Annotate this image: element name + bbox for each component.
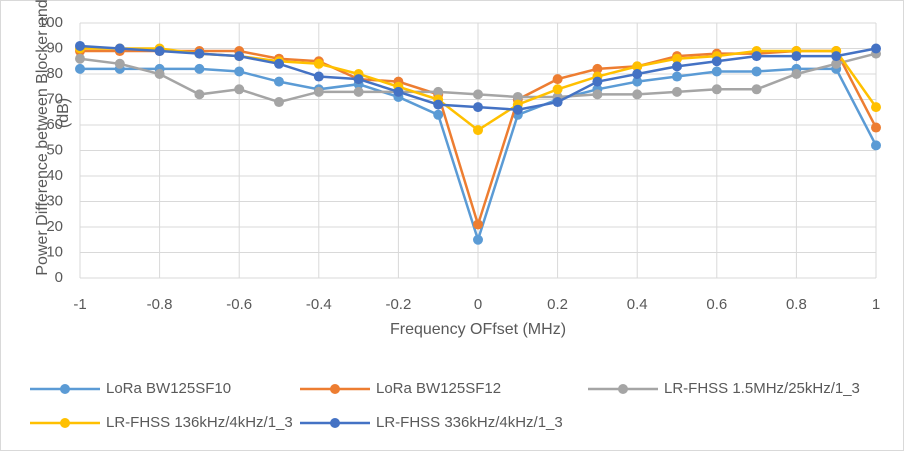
data-point (871, 140, 881, 151)
y-tick-label: 80 (46, 65, 63, 82)
data-point (353, 86, 364, 97)
data-point (353, 74, 364, 85)
x-tick-label: -1 (73, 296, 86, 313)
data-point (473, 219, 483, 230)
data-point (433, 86, 444, 97)
x-tick-label: -0.6 (226, 296, 252, 313)
data-point (473, 102, 483, 113)
legend-marker (330, 384, 340, 394)
data-point (592, 89, 603, 100)
data-point (871, 43, 881, 54)
data-point (512, 91, 523, 102)
data-point (194, 63, 205, 74)
data-point (234, 51, 245, 62)
y-tick-label: 30 (46, 192, 63, 209)
x-tick-label: 0.2 (547, 296, 568, 313)
data-point (552, 74, 563, 85)
data-point (871, 122, 881, 133)
legend-label: LR-FHSS 1.5MHz/25kHz/1_3 (664, 380, 860, 397)
y-tick-label: 10 (46, 243, 63, 260)
legend-label: LoRa BW125SF10 (106, 380, 231, 397)
legend-marker (618, 384, 628, 394)
data-point (552, 84, 563, 95)
x-axis-title: Frequency OFfset (MHz) (390, 321, 566, 338)
x-tick-label: 0.4 (627, 296, 648, 313)
data-point (75, 63, 85, 74)
legend-marker (330, 418, 340, 428)
legend-marker (60, 418, 70, 428)
data-point (512, 104, 523, 115)
data-point (313, 58, 324, 69)
data-point (552, 97, 563, 108)
data-point (473, 125, 483, 136)
data-point (393, 86, 404, 97)
y-tick-label: 100 (38, 14, 63, 31)
y-tick-label: 20 (46, 218, 63, 235)
data-point (75, 40, 85, 51)
data-point (433, 109, 444, 120)
legend-label: LR-FHSS 336kHz/4kHz/1_3 (376, 414, 563, 431)
x-tick-label: -0.4 (306, 296, 332, 313)
x-tick-label: 0 (474, 296, 482, 313)
legend-marker (60, 384, 70, 394)
x-tick-label: -0.2 (385, 296, 411, 313)
data-point (672, 71, 682, 82)
x-tick-label: -0.8 (147, 296, 173, 313)
data-point (114, 58, 125, 69)
data-point (313, 86, 324, 97)
data-point (592, 63, 603, 74)
data-point (592, 76, 603, 87)
y-tick-label: 40 (46, 167, 63, 184)
legend-label: LR-FHSS 136kHz/4kHz/1_3 (106, 414, 293, 431)
data-point (75, 53, 85, 64)
y-tick-label: 90 (46, 39, 63, 56)
data-point (831, 51, 842, 62)
x-tick-label: 1 (872, 296, 880, 313)
data-point (234, 84, 245, 95)
data-point (751, 66, 762, 77)
y-tick-label: 70 (46, 90, 63, 107)
data-point (274, 58, 284, 69)
data-point (751, 84, 762, 95)
data-point (632, 61, 643, 72)
data-point (711, 66, 722, 77)
data-point (711, 56, 722, 67)
y-tick-label: 0 (55, 269, 63, 286)
data-point (154, 69, 165, 79)
x-tick-label: 0.6 (706, 296, 727, 313)
data-point (234, 66, 245, 77)
data-point (274, 97, 284, 108)
data-point (672, 86, 682, 97)
data-point (473, 89, 483, 100)
y-tick-label: 60 (46, 116, 63, 133)
legend-label: LoRa BW125SF12 (376, 380, 501, 397)
y-axis-title: Power Difference between Blocker and Sig… (34, 0, 72, 276)
data-point (632, 69, 643, 79)
y-tick-label: 50 (46, 141, 63, 158)
data-point (632, 89, 643, 100)
data-point (632, 76, 643, 87)
data-point (672, 53, 682, 64)
data-point (473, 234, 483, 245)
data-point (672, 61, 682, 72)
data-point (154, 46, 165, 57)
data-point (711, 84, 722, 95)
data-point (871, 102, 881, 113)
data-point (313, 71, 324, 82)
data-point (114, 43, 125, 54)
data-point (194, 89, 205, 100)
data-point (791, 51, 802, 62)
data-point (791, 69, 802, 79)
data-point (274, 76, 284, 87)
data-point (433, 99, 444, 110)
data-point (751, 51, 762, 62)
x-tick-label: 0.8 (786, 296, 807, 313)
data-point (831, 58, 842, 69)
data-point (194, 48, 205, 59)
